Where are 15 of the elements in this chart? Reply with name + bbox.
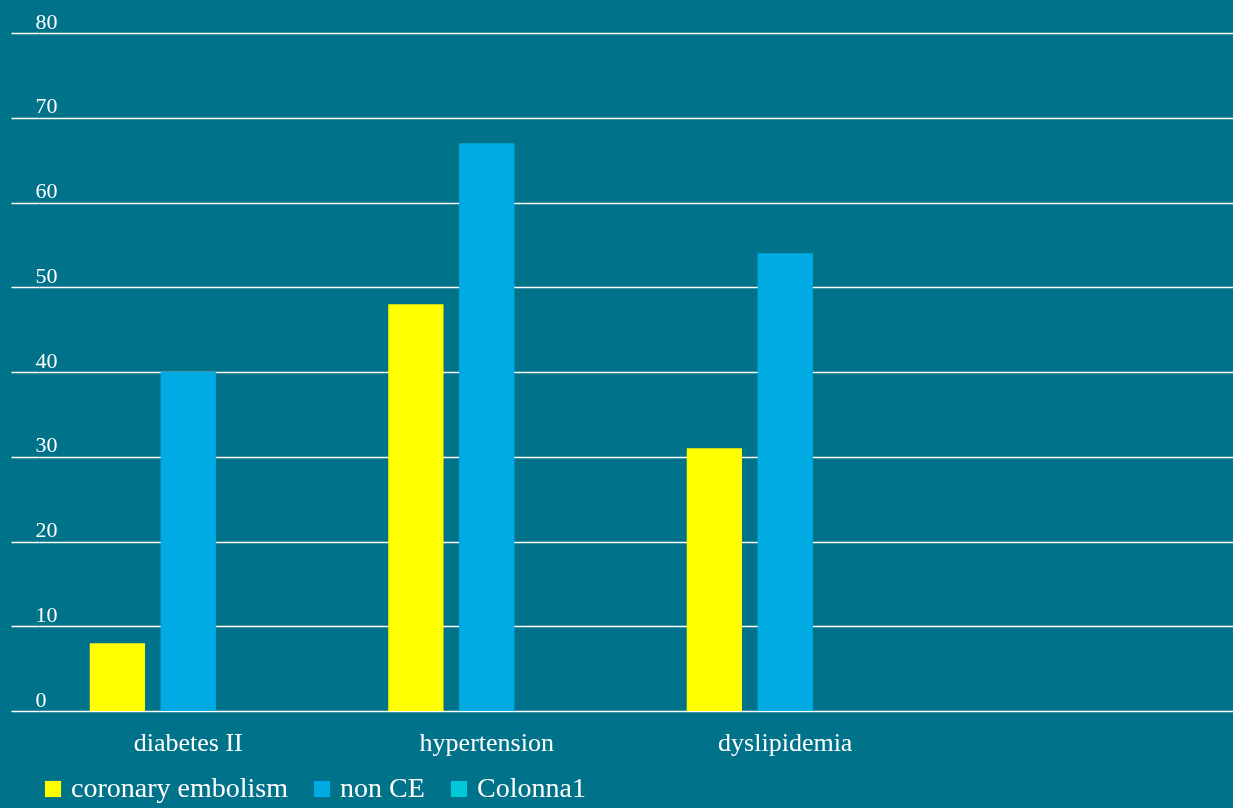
y-tick-label: 70 [35,93,58,119]
y-tick-label: 50 [35,262,58,288]
y-tick-label: 20 [35,517,58,542]
y-tick-label: 80 [35,8,58,34]
legend-label: coronary embolism [71,772,289,803]
x-tick-label: hypertension [419,727,554,757]
y-tick-label: 30 [35,432,58,458]
legend-label: non CE [340,772,425,803]
y-tick-label: 60 [35,178,58,203]
x-tick-label: dyslipidemia [718,727,853,757]
y-tick-label: 0 [35,686,47,712]
x-tick-label: diabetes II [133,727,243,757]
legend-label: Colonna1 [477,772,586,803]
y-tick-label: 40 [35,347,58,373]
y-tick-label: 10 [35,601,58,627]
